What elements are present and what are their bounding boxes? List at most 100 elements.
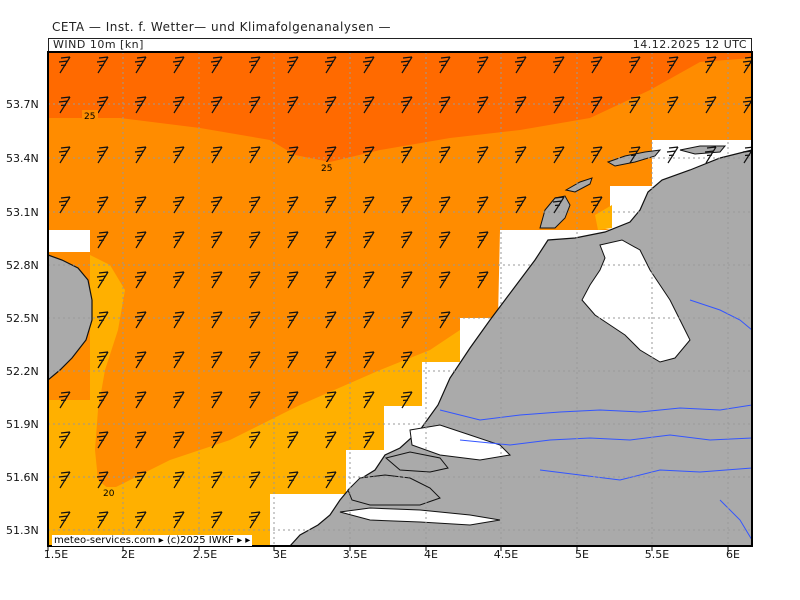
wind-barb (514, 196, 527, 214)
wind-barb (134, 96, 147, 114)
lat-label: 52.5N (6, 312, 39, 325)
wind-barb (58, 471, 71, 489)
wind-barb (514, 56, 527, 74)
wind-barb (362, 96, 375, 114)
wind-barb (134, 146, 147, 164)
wind-barb (134, 271, 147, 289)
wind-barb (248, 56, 261, 74)
wind-barb (514, 146, 527, 164)
lon-label: 5.5E (644, 548, 670, 561)
gridlines (48, 52, 752, 546)
wind-barb (742, 96, 752, 114)
lon-label: 2.5E (192, 548, 218, 561)
wind-barb (324, 311, 337, 329)
island-walcheren (347, 474, 441, 506)
wind-barb (438, 56, 451, 74)
lon-label: 2E (121, 548, 135, 561)
wind-barb (552, 146, 565, 164)
wind-barb (362, 351, 375, 369)
wind-zone-weak-coast (595, 205, 612, 230)
wind-barb (58, 511, 71, 529)
wind-barb (476, 271, 489, 289)
rivers (439, 299, 752, 541)
wind-barb (58, 196, 71, 214)
wind-barb (172, 431, 185, 449)
wind-barb (248, 96, 261, 114)
wind-barb (666, 56, 679, 74)
wind-barb (286, 231, 299, 249)
wind-barb (286, 351, 299, 369)
wind-barb (704, 56, 717, 74)
wind-barb (590, 146, 603, 164)
wind-barb (134, 351, 147, 369)
wind-barb (210, 391, 223, 409)
wind-barb (248, 196, 261, 214)
wind-barb (628, 56, 641, 74)
wind-barb (172, 56, 185, 74)
wind-barb (400, 196, 413, 214)
wind-barb (400, 311, 413, 329)
wind-barb (286, 431, 299, 449)
wind-barb (324, 431, 337, 449)
wind-barb (172, 96, 185, 114)
wind-barb (438, 146, 451, 164)
wind-barb (286, 471, 299, 489)
wind-barb (134, 391, 147, 409)
wind-barb (362, 311, 375, 329)
wind-barb (96, 146, 109, 164)
wind-barb (438, 311, 451, 329)
contour-label: 20 (103, 489, 115, 499)
wind-barb (172, 471, 185, 489)
wind-barb (628, 146, 641, 164)
lat-label: 51.9N (6, 418, 39, 431)
wind-barb (324, 196, 337, 214)
valid-time-label: 14.12.2025 12 UTC (632, 38, 747, 51)
wind-barb (248, 511, 261, 529)
wind-barb (210, 471, 223, 489)
wind-barb (96, 196, 109, 214)
wind-barb (172, 271, 185, 289)
wind-barb (286, 391, 299, 409)
lat-label: 52.8N (6, 259, 39, 272)
lon-label: 1.5E (43, 548, 69, 561)
wind-barb (324, 271, 337, 289)
wind-barb (590, 96, 603, 114)
wind-barb (134, 56, 147, 74)
wind-barb (514, 96, 527, 114)
wind-barb (210, 511, 223, 529)
wind-barb (438, 96, 451, 114)
wind-barb (552, 196, 565, 214)
wind-barb (438, 196, 451, 214)
wind-barb (666, 146, 679, 164)
wind-barb (362, 391, 375, 409)
wind-barb (362, 431, 375, 449)
wind-barb (552, 96, 565, 114)
wind-barb (172, 146, 185, 164)
lon-label: 3E (273, 548, 287, 561)
wind-barb (362, 56, 375, 74)
wind-barb (666, 96, 679, 114)
wind-barb (210, 96, 223, 114)
wind-barb (476, 96, 489, 114)
wind-barb (400, 271, 413, 289)
wind-barb (210, 56, 223, 74)
wind-barb (96, 511, 109, 529)
wind-barb (286, 146, 299, 164)
wind-barb (362, 196, 375, 214)
wind-barb (96, 471, 109, 489)
wind-zone-strong (48, 52, 752, 162)
wind-barb (96, 271, 109, 289)
map-frame (47, 51, 753, 547)
wind-barb (210, 146, 223, 164)
contour-labels: 25 25 20 (82, 110, 335, 499)
lat-label: 53.1N (6, 206, 39, 219)
lat-label: 51.3N (6, 524, 39, 537)
wind-barb (400, 351, 413, 369)
wind-barb (58, 391, 71, 409)
wind-barb (286, 311, 299, 329)
contour-label: 25 (84, 112, 95, 122)
lon-label: 6E (726, 548, 740, 561)
wind-barb (324, 146, 337, 164)
wind-barb (324, 56, 337, 74)
wind-barb (172, 231, 185, 249)
